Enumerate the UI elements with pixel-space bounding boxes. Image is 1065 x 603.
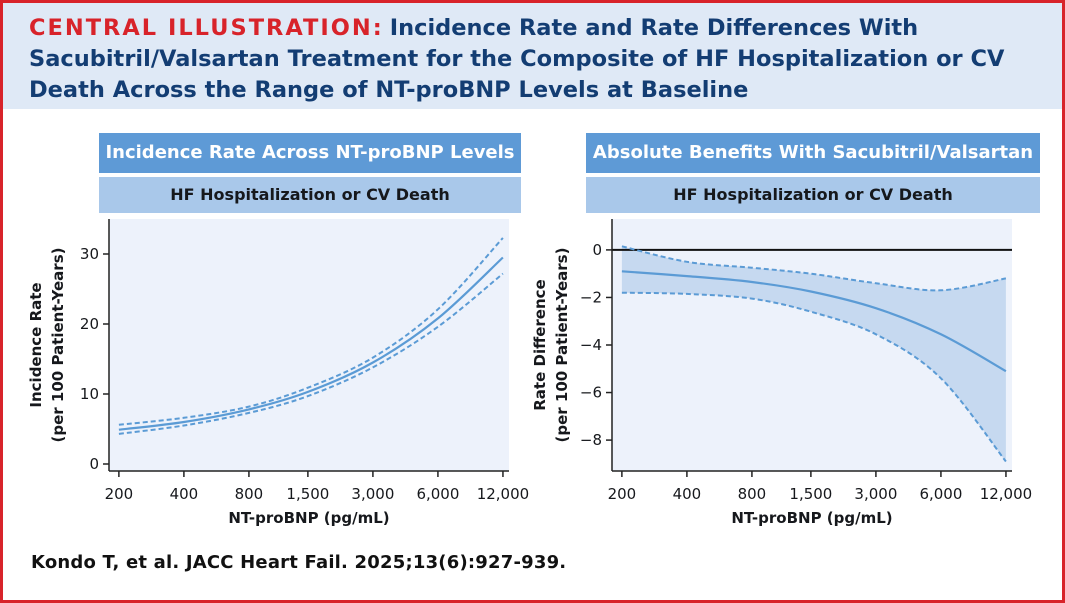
lower-ci-line [118, 272, 504, 435]
estimate-line [621, 270, 1007, 373]
x-axis-label: NT-proBNP (pg/mL) [731, 509, 892, 527]
y-axis-label: Incidence Rate [27, 282, 45, 407]
plot-area [109, 219, 509, 471]
left-panel-subtitle: HF Hospitalization or CV Death [99, 177, 521, 213]
x-tick-label: 400 [673, 485, 702, 503]
illustration-title: CENTRAL ILLUSTRATION: Incidence Rate and … [29, 13, 1039, 106]
x-tick-label: 200 [608, 485, 637, 503]
y-tick-label: −2 [580, 288, 602, 306]
x-tick-label: 12,000 [980, 485, 1033, 503]
y-tick-label: 30 [80, 245, 99, 263]
x-tick-label: 6,000 [919, 485, 962, 503]
header-banner: CENTRAL ILLUSTRATION: Incidence Rate and … [3, 3, 1062, 109]
incidence-rate-chart: 0 10 20 30 200 400 800 1,500 3,000 6,000 12,000 NT-… [27, 219, 530, 527]
y-axis-label: Rate Difference [531, 279, 549, 410]
upper-ci-line [118, 237, 504, 426]
title-lead: CENTRAL ILLUSTRATION: [29, 15, 384, 41]
y-tick-label: 20 [80, 315, 99, 333]
x-axis-label: NT-proBNP (pg/mL) [228, 509, 389, 527]
x-tick-label: 800 [738, 485, 767, 503]
lower-ci-line [621, 291, 1007, 463]
x-tick-label: 6,000 [416, 485, 459, 503]
left-panel-title: Incidence Rate Across NT-proBNP Levels [99, 133, 521, 173]
y-tick-label: −4 [580, 336, 602, 354]
citation: Kondo T, et al. JACC Heart Fail. 2025;13… [31, 552, 567, 573]
x-tick-label: 3,000 [854, 485, 897, 503]
upper-ci-line [621, 245, 1007, 292]
x-tick-label: 200 [105, 485, 134, 503]
y-axis-label: (per 100 Patient-Years) [553, 248, 571, 443]
x-tick-label: 1,500 [789, 485, 832, 503]
rate-difference-chart: 0 −2 −4 −6 −8 200 400 800 1,500 3,000 6,000 12,000 N… [531, 219, 1033, 527]
y-tick-label: −6 [580, 384, 602, 402]
estimate-line [118, 256, 504, 431]
right-panel-title: Absolute Benefits With Sacubitril/Valsar… [586, 133, 1040, 173]
y-tick-label: 0 [89, 455, 99, 473]
right-panel-subtitle: HF Hospitalization or CV Death [586, 177, 1040, 213]
y-tick-label: −8 [580, 431, 602, 449]
confidence-band [621, 246, 1006, 462]
y-axis-label: (per 100 Patient-Years) [49, 248, 67, 443]
x-tick-label: 1,500 [286, 485, 329, 503]
y-tick-label: 10 [80, 385, 99, 403]
x-tick-label: 400 [170, 485, 199, 503]
x-tick-label: 3,000 [351, 485, 394, 503]
title-text: Incidence Rate and Rate Differences With… [29, 15, 1005, 103]
x-tick-label: 800 [235, 485, 264, 503]
y-tick-label: 0 [592, 241, 602, 259]
x-tick-label: 12,000 [477, 485, 530, 503]
